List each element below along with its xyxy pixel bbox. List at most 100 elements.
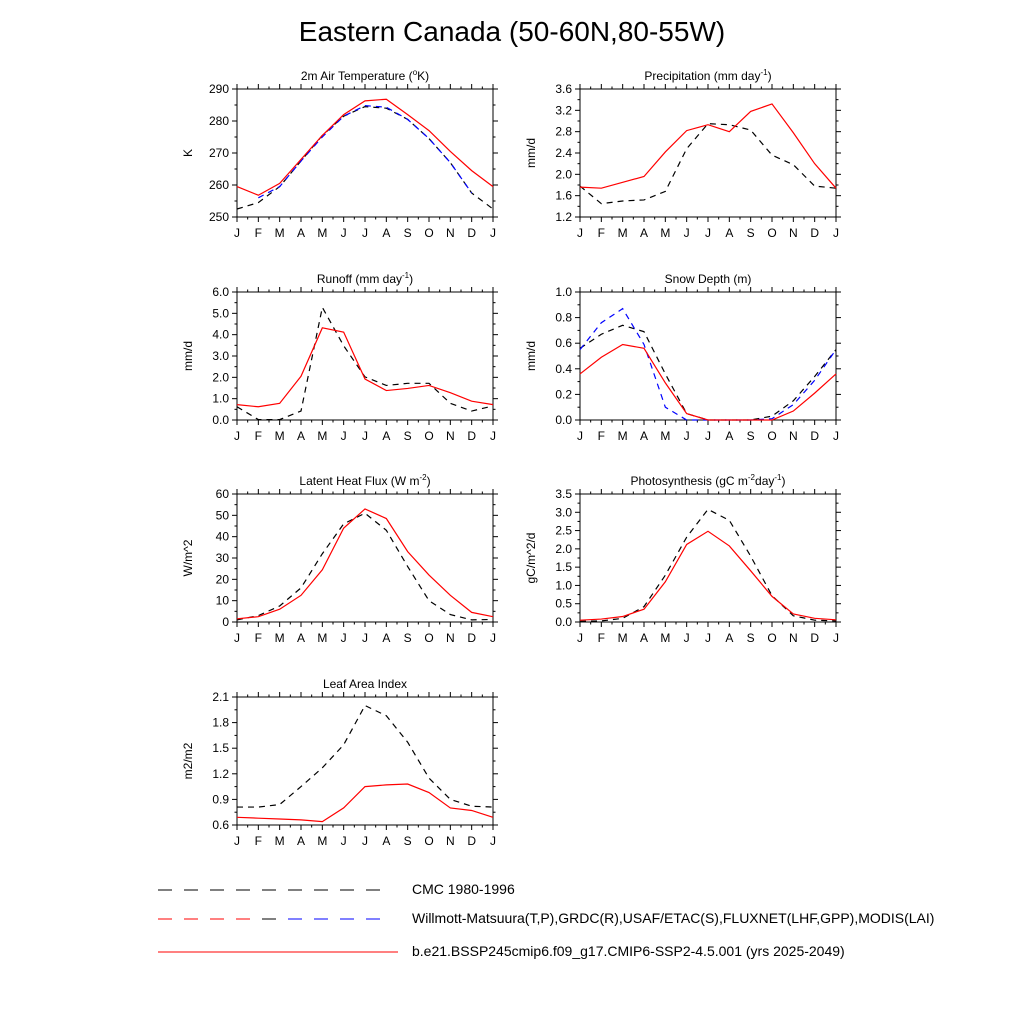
title-text: Snow Depth (m): [665, 272, 752, 286]
y-tick-label: 260: [209, 178, 229, 192]
panel-title: Precipitation (mm day-1): [644, 68, 771, 83]
title-text: Precipitation (mm day: [644, 69, 760, 83]
y-tick-label: 4.0: [212, 328, 229, 342]
x-tick-label: N: [789, 631, 798, 645]
y-tick-label: 3.0: [212, 349, 229, 363]
y-tick-label: 1.6: [555, 189, 572, 203]
y-tick-label: 2.0: [212, 370, 229, 384]
x-tick-label: S: [747, 429, 755, 443]
x-tick-label: O: [767, 226, 776, 240]
x-tick-label: O: [424, 226, 433, 240]
panel-title: Photosynthesis (gC m-2day-1): [631, 473, 786, 488]
plot-frame: [236, 88, 494, 218]
y-axis-label: mm/d: [524, 341, 538, 371]
panel-title: Leaf Area Index: [323, 677, 407, 691]
y-tick-label: 1.2: [212, 767, 229, 781]
x-tick-label: M: [275, 631, 285, 645]
x-tick-label: S: [404, 631, 412, 645]
x-tick-label: S: [747, 226, 755, 240]
y-tick-label: 2.4: [555, 146, 572, 160]
y-tick-label: 30: [216, 551, 230, 565]
x-tick-label: F: [255, 429, 262, 443]
x-tick-label: M: [275, 429, 285, 443]
series-line-model: [579, 343, 837, 421]
x-tick-label: D: [810, 631, 819, 645]
plot-frame: [579, 88, 837, 218]
x-tick-label: A: [725, 226, 733, 240]
x-tick-label: N: [446, 631, 455, 645]
y-tick-label: 2.5: [555, 524, 572, 538]
legend-label-cmc: CMC 1980-1996: [412, 881, 515, 897]
legend-swatch-cmc: [158, 889, 380, 891]
y-tick-label: 0.9: [212, 792, 229, 806]
y-tick-label: 1.0: [555, 578, 572, 592]
series-line-cmc: [236, 305, 494, 421]
x-tick-label: O: [424, 429, 433, 443]
series-line-obs: [579, 307, 837, 421]
chart-panel-6: J F M A M J J A S O N D J0.00.51.01.52.02.53.03.5gC/…: [524, 473, 841, 645]
y-tick-label: 1.0: [555, 285, 572, 299]
x-tick-label: D: [810, 226, 819, 240]
x-tick-label: J: [362, 834, 368, 848]
title-superscript: -2: [419, 473, 427, 482]
y-tick-label: 1.0: [212, 392, 229, 406]
x-tick-label: J: [705, 429, 711, 443]
y-tick-label: 2.1: [212, 690, 229, 704]
x-tick-label: M: [317, 631, 327, 645]
x-tick-label: D: [467, 631, 476, 645]
title-superscript: -1: [402, 271, 410, 280]
series-line-model: [579, 103, 837, 189]
title-text: 2m Air Temperature (: [301, 69, 413, 83]
panel-title: 2m Air Temperature (oK): [301, 68, 429, 83]
x-tick-label: J: [341, 834, 347, 848]
x-tick-label: D: [467, 226, 476, 240]
x-tick-label: A: [297, 429, 305, 443]
x-tick-label: J: [577, 631, 583, 645]
y-tick-label: 0.0: [555, 615, 572, 629]
x-tick-label: J: [362, 226, 368, 240]
x-tick-label: J: [362, 631, 368, 645]
x-tick-label: J: [234, 631, 240, 645]
x-tick-label: F: [255, 226, 262, 240]
chart-panel-7: J F M A M J J A S O N D J0.60.91.21.51.82.1m2/m2Leaf…: [181, 677, 498, 848]
x-tick-label: A: [640, 226, 648, 240]
x-tick-label: J: [577, 429, 583, 443]
y-axis-label: mm/d: [524, 138, 538, 168]
series-line-model: [236, 783, 494, 823]
y-tick-label: 3.6: [555, 82, 572, 96]
panel-title: Snow Depth (m): [665, 272, 752, 286]
series-line-model: [236, 327, 494, 408]
y-tick-label: 2.0: [555, 542, 572, 556]
x-tick-label: M: [660, 631, 670, 645]
series-line-model: [236, 98, 494, 196]
x-tick-label: A: [297, 834, 305, 848]
x-tick-label: A: [725, 631, 733, 645]
x-tick-label: D: [467, 834, 476, 848]
title-text: ): [409, 272, 413, 286]
title-superscript: -2: [748, 473, 756, 482]
y-axis-label: W/m^2: [181, 539, 195, 576]
x-tick-label: N: [446, 834, 455, 848]
x-tick-label: J: [490, 834, 496, 848]
x-tick-label: J: [490, 631, 496, 645]
plot-frame: [579, 291, 837, 421]
title-text: day: [755, 474, 774, 488]
y-tick-label: 20: [216, 572, 230, 586]
x-tick-label: S: [404, 429, 412, 443]
y-tick-label: 0.0: [555, 413, 572, 427]
x-tick-label: J: [490, 226, 496, 240]
y-tick-label: 6.0: [212, 285, 229, 299]
x-tick-label: D: [467, 429, 476, 443]
x-tick-label: A: [725, 429, 733, 443]
x-tick-label: O: [424, 631, 433, 645]
x-tick-label: O: [424, 834, 433, 848]
x-tick-label: N: [446, 429, 455, 443]
y-tick-label: 0.6: [212, 818, 229, 832]
x-tick-label: A: [382, 631, 390, 645]
plot-frame: [236, 696, 494, 826]
title-text: Latent Heat Flux (W m: [299, 474, 419, 488]
series-line-cmc: [236, 512, 494, 621]
x-tick-label: M: [618, 631, 628, 645]
